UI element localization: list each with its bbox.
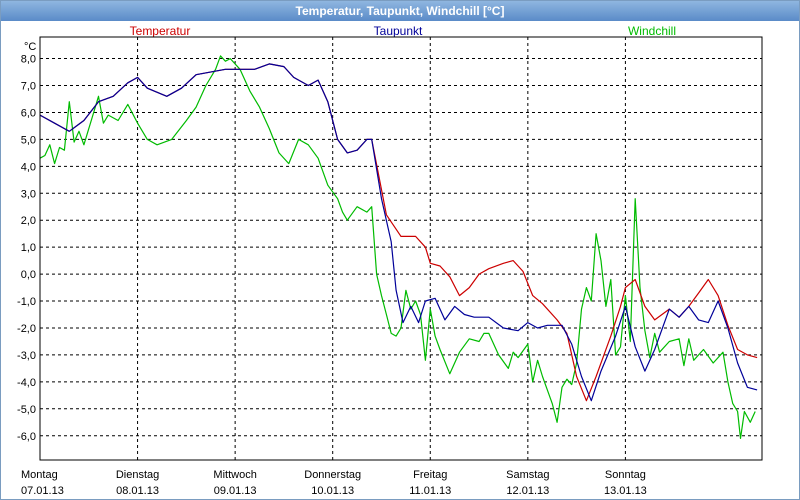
y-tick-label: -2,0 — [17, 323, 36, 335]
series-line-windchill — [39, 55, 756, 439]
x-tick-day: Montag — [21, 469, 58, 481]
legend-taupunkt: Taupunkt — [374, 24, 423, 38]
y-tick-label: -5,0 — [17, 404, 36, 416]
y-tick-label: 0,0 — [21, 269, 36, 281]
y-tick-label: 1,0 — [21, 242, 36, 254]
y-tick-label: -1,0 — [17, 296, 36, 308]
x-tick-date: 10.01.13 — [311, 485, 354, 497]
y-tick-label: 6,0 — [21, 107, 36, 119]
series-lines — [39, 55, 758, 439]
y-tick-label: 4,0 — [21, 161, 36, 173]
y-axis-label: °C — [24, 41, 36, 53]
x-tick-date: 07.01.13 — [21, 485, 64, 497]
legend-temperatur: Temperatur — [130, 24, 191, 38]
series-line-temperatur — [39, 63, 758, 402]
x-tick-day: Freitag — [413, 469, 447, 481]
x-tick-date: 09.01.13 — [214, 485, 257, 497]
legend-windchill: Windchill — [628, 24, 676, 38]
x-tick-date: 12.01.13 — [506, 485, 549, 497]
y-tick-label: 5,0 — [21, 134, 36, 146]
x-tick-day: Mittwoch — [213, 469, 256, 481]
y-tick-label: -3,0 — [17, 350, 36, 362]
x-tick-day: Dienstag — [116, 469, 159, 481]
grid-lines — [39, 37, 762, 460]
window-title: Temperatur, Taupunkt, Windchill [°C] — [1, 1, 799, 21]
y-tick-label: 7,0 — [21, 80, 36, 92]
y-tick-label: -4,0 — [17, 377, 36, 389]
legend: Temperatur Taupunkt Windchill — [130, 24, 676, 38]
y-axis-tick-labels: 8,0 7,0 6,0 5,0 4,0 3,0 2,0 1,0 0,0 -1,0 -2,0 -3,0 -… — [17, 54, 36, 443]
x-tick-day: Samstag — [506, 469, 549, 481]
y-tick-label: 3,0 — [21, 188, 36, 200]
y-tick-label: 8,0 — [21, 54, 36, 66]
x-tick-day: Sonntag — [605, 469, 646, 481]
x-axis-tick-labels: Montag 07.01.13 Dienstag 08.01.13 Mittwoch 09… — [21, 469, 647, 497]
x-tick-date: 13.01.13 — [604, 485, 647, 497]
plot-area — [39, 36, 763, 461]
x-tick-date: 08.01.13 — [116, 485, 159, 497]
y-tick-label: 2,0 — [21, 215, 36, 227]
series-line-taupunkt — [39, 63, 758, 402]
x-tick-day: Donnerstag — [304, 469, 361, 481]
x-tick-date: 11.01.13 — [409, 485, 451, 497]
y-tick-label: -6,0 — [17, 431, 36, 443]
